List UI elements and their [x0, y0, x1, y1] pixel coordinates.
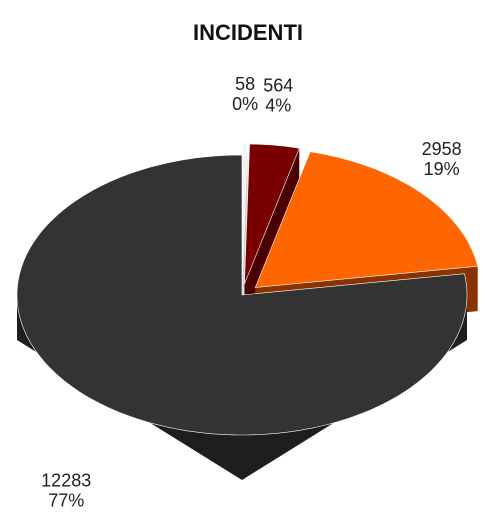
value-label: 58 — [235, 74, 255, 94]
percent-label: 4% — [265, 96, 291, 116]
value-label: 12283 — [41, 471, 91, 491]
slice-side — [242, 143, 248, 329]
percent-label: 77% — [48, 491, 84, 511]
slice — [254, 151, 479, 288]
slice-side — [17, 295, 467, 480]
slice — [16, 154, 468, 436]
slice — [244, 143, 300, 285]
percent-label: 19% — [424, 159, 460, 179]
value-label: 564 — [263, 76, 293, 96]
chart-title: INCIDENTI — [193, 20, 303, 45]
value-label: 2958 — [422, 139, 462, 159]
percent-label: 0% — [232, 94, 258, 114]
